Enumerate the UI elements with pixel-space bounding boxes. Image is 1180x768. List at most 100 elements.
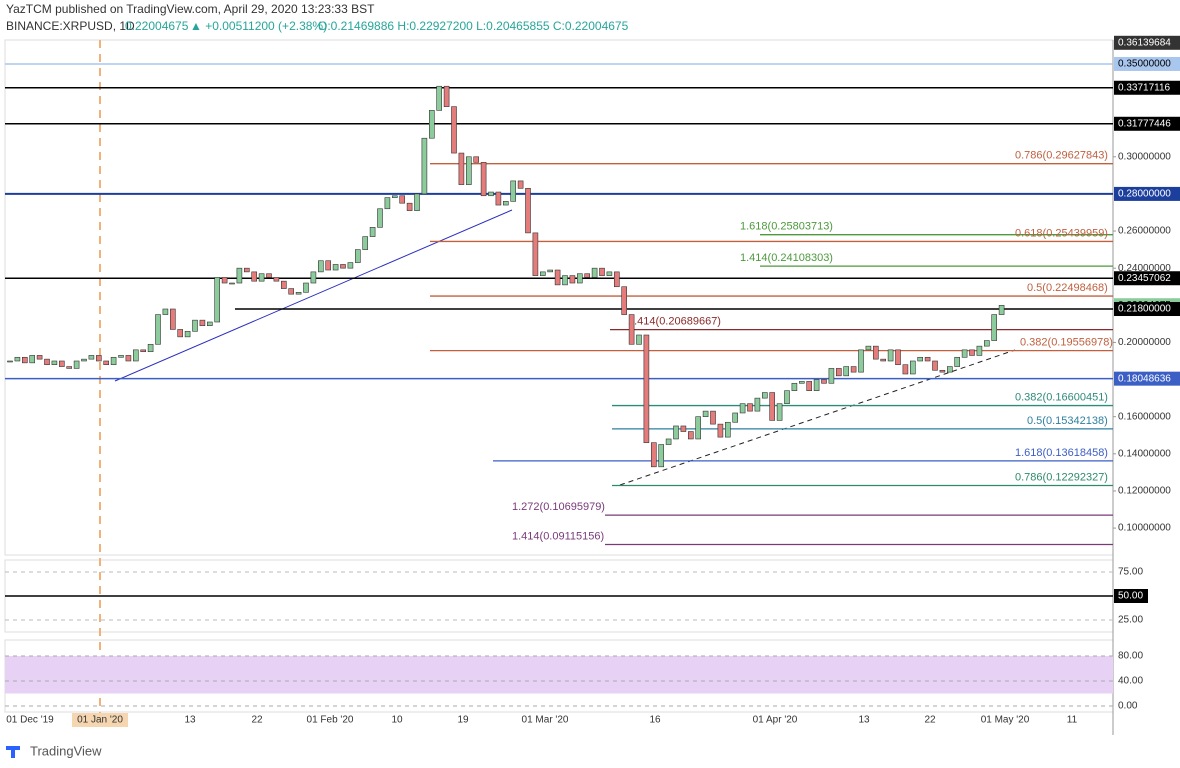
candle (969, 349, 975, 356)
candle (599, 267, 605, 276)
x-tick-label: 01 Feb '20 (307, 715, 354, 726)
candle (584, 273, 591, 278)
candle (739, 403, 746, 414)
candle (81, 358, 87, 362)
candle (96, 355, 102, 362)
candle (909, 360, 916, 375)
candle (251, 271, 257, 282)
candle (14, 356, 21, 362)
candle (687, 431, 694, 440)
candle (140, 349, 146, 353)
candle (369, 227, 376, 237)
x-tick-label: 01 Mar '20 (522, 715, 569, 726)
candle (983, 340, 990, 347)
candle (347, 262, 354, 269)
candle (44, 358, 50, 366)
candle (458, 152, 465, 185)
candle (295, 292, 302, 295)
candle (717, 423, 724, 438)
rsi-tick-label: 25.00 (1118, 615, 1143, 626)
candle (821, 379, 827, 384)
candle (147, 343, 154, 353)
candle (917, 356, 924, 362)
candle (266, 273, 272, 278)
rsi-tick-label: 50.00 (1118, 591, 1143, 602)
candle (58, 360, 65, 367)
candle (791, 382, 798, 391)
y-tick-label: 0.10000000 (1118, 523, 1171, 534)
candle (532, 232, 539, 276)
candle (229, 282, 235, 285)
x-tick-label: 13 (184, 715, 196, 726)
x-tick-label: 22 (251, 715, 263, 726)
candle (103, 360, 109, 366)
candle (680, 425, 687, 432)
candle (362, 236, 369, 250)
candle (428, 110, 435, 139)
candle (354, 249, 361, 263)
candle (880, 358, 887, 362)
candle (747, 403, 753, 412)
candle (724, 421, 731, 438)
candle (924, 356, 931, 362)
candle (939, 369, 946, 373)
rsi-box (1114, 589, 1148, 603)
footer-logo (6, 746, 20, 758)
candle (761, 392, 768, 399)
ohlc: O:0.21469886 H:0.22927200 L:0.20465855 C… (318, 19, 629, 33)
candle (465, 156, 472, 185)
price-marker-label: 0.33717116 (1118, 82, 1171, 93)
candle (199, 319, 206, 327)
price-marker-box (1114, 80, 1180, 95)
trend-line (114, 209, 513, 382)
publisher: YazTCM published on TradingView.com, Apr… (6, 2, 375, 16)
x-tick-label: 22 (924, 715, 936, 726)
candle (695, 416, 702, 440)
symbol: BINANCE:XRPUSD, 1D (6, 19, 135, 33)
candle (591, 267, 598, 278)
candle (835, 368, 842, 377)
candle (155, 314, 161, 345)
candle (443, 85, 450, 107)
candle (303, 282, 309, 293)
candle (932, 360, 938, 371)
candle (125, 355, 132, 362)
candle (828, 368, 835, 384)
candle (332, 264, 339, 271)
price-marker-label: 0.23457062 (1118, 273, 1171, 284)
candle (502, 201, 509, 206)
candle (288, 288, 295, 295)
candle (865, 345, 872, 351)
price-marker-box (1114, 116, 1180, 131)
candle (133, 349, 139, 362)
candle (976, 345, 983, 356)
candle (377, 208, 383, 228)
y-tick-label: 0.12000000 (1118, 486, 1171, 497)
x-tick-label: 01 Dec '19 (6, 715, 54, 726)
stoch-tick-label: 0.00 (1118, 701, 1138, 712)
stoch-tick-label: 80.00 (1118, 651, 1143, 662)
candle (110, 356, 117, 366)
candle (547, 269, 554, 273)
y-tick-label: 0.14000000 (1118, 448, 1171, 459)
price-marker-box (1114, 371, 1180, 386)
candle (539, 271, 546, 276)
candle (51, 360, 58, 366)
fib-label: 1.618(0.25803713) (740, 221, 833, 233)
x-tick-label: 19 (457, 715, 469, 726)
candle (784, 390, 790, 404)
fib-label: 1.618(0.13618458) (1015, 447, 1108, 459)
candle (162, 308, 169, 315)
price-marker-label: 0.35000000 (1118, 59, 1171, 70)
y-tick-label: 0.26000000 (1118, 226, 1171, 237)
candle (177, 329, 183, 338)
candle (391, 195, 398, 198)
candle (887, 349, 894, 362)
candle (658, 444, 665, 468)
candle (710, 410, 716, 425)
fib-label: 1.414(0.20689667) (628, 316, 721, 328)
candle (280, 280, 287, 289)
fib-label: 1.414(0.09115156) (512, 530, 604, 542)
candle (451, 106, 457, 154)
